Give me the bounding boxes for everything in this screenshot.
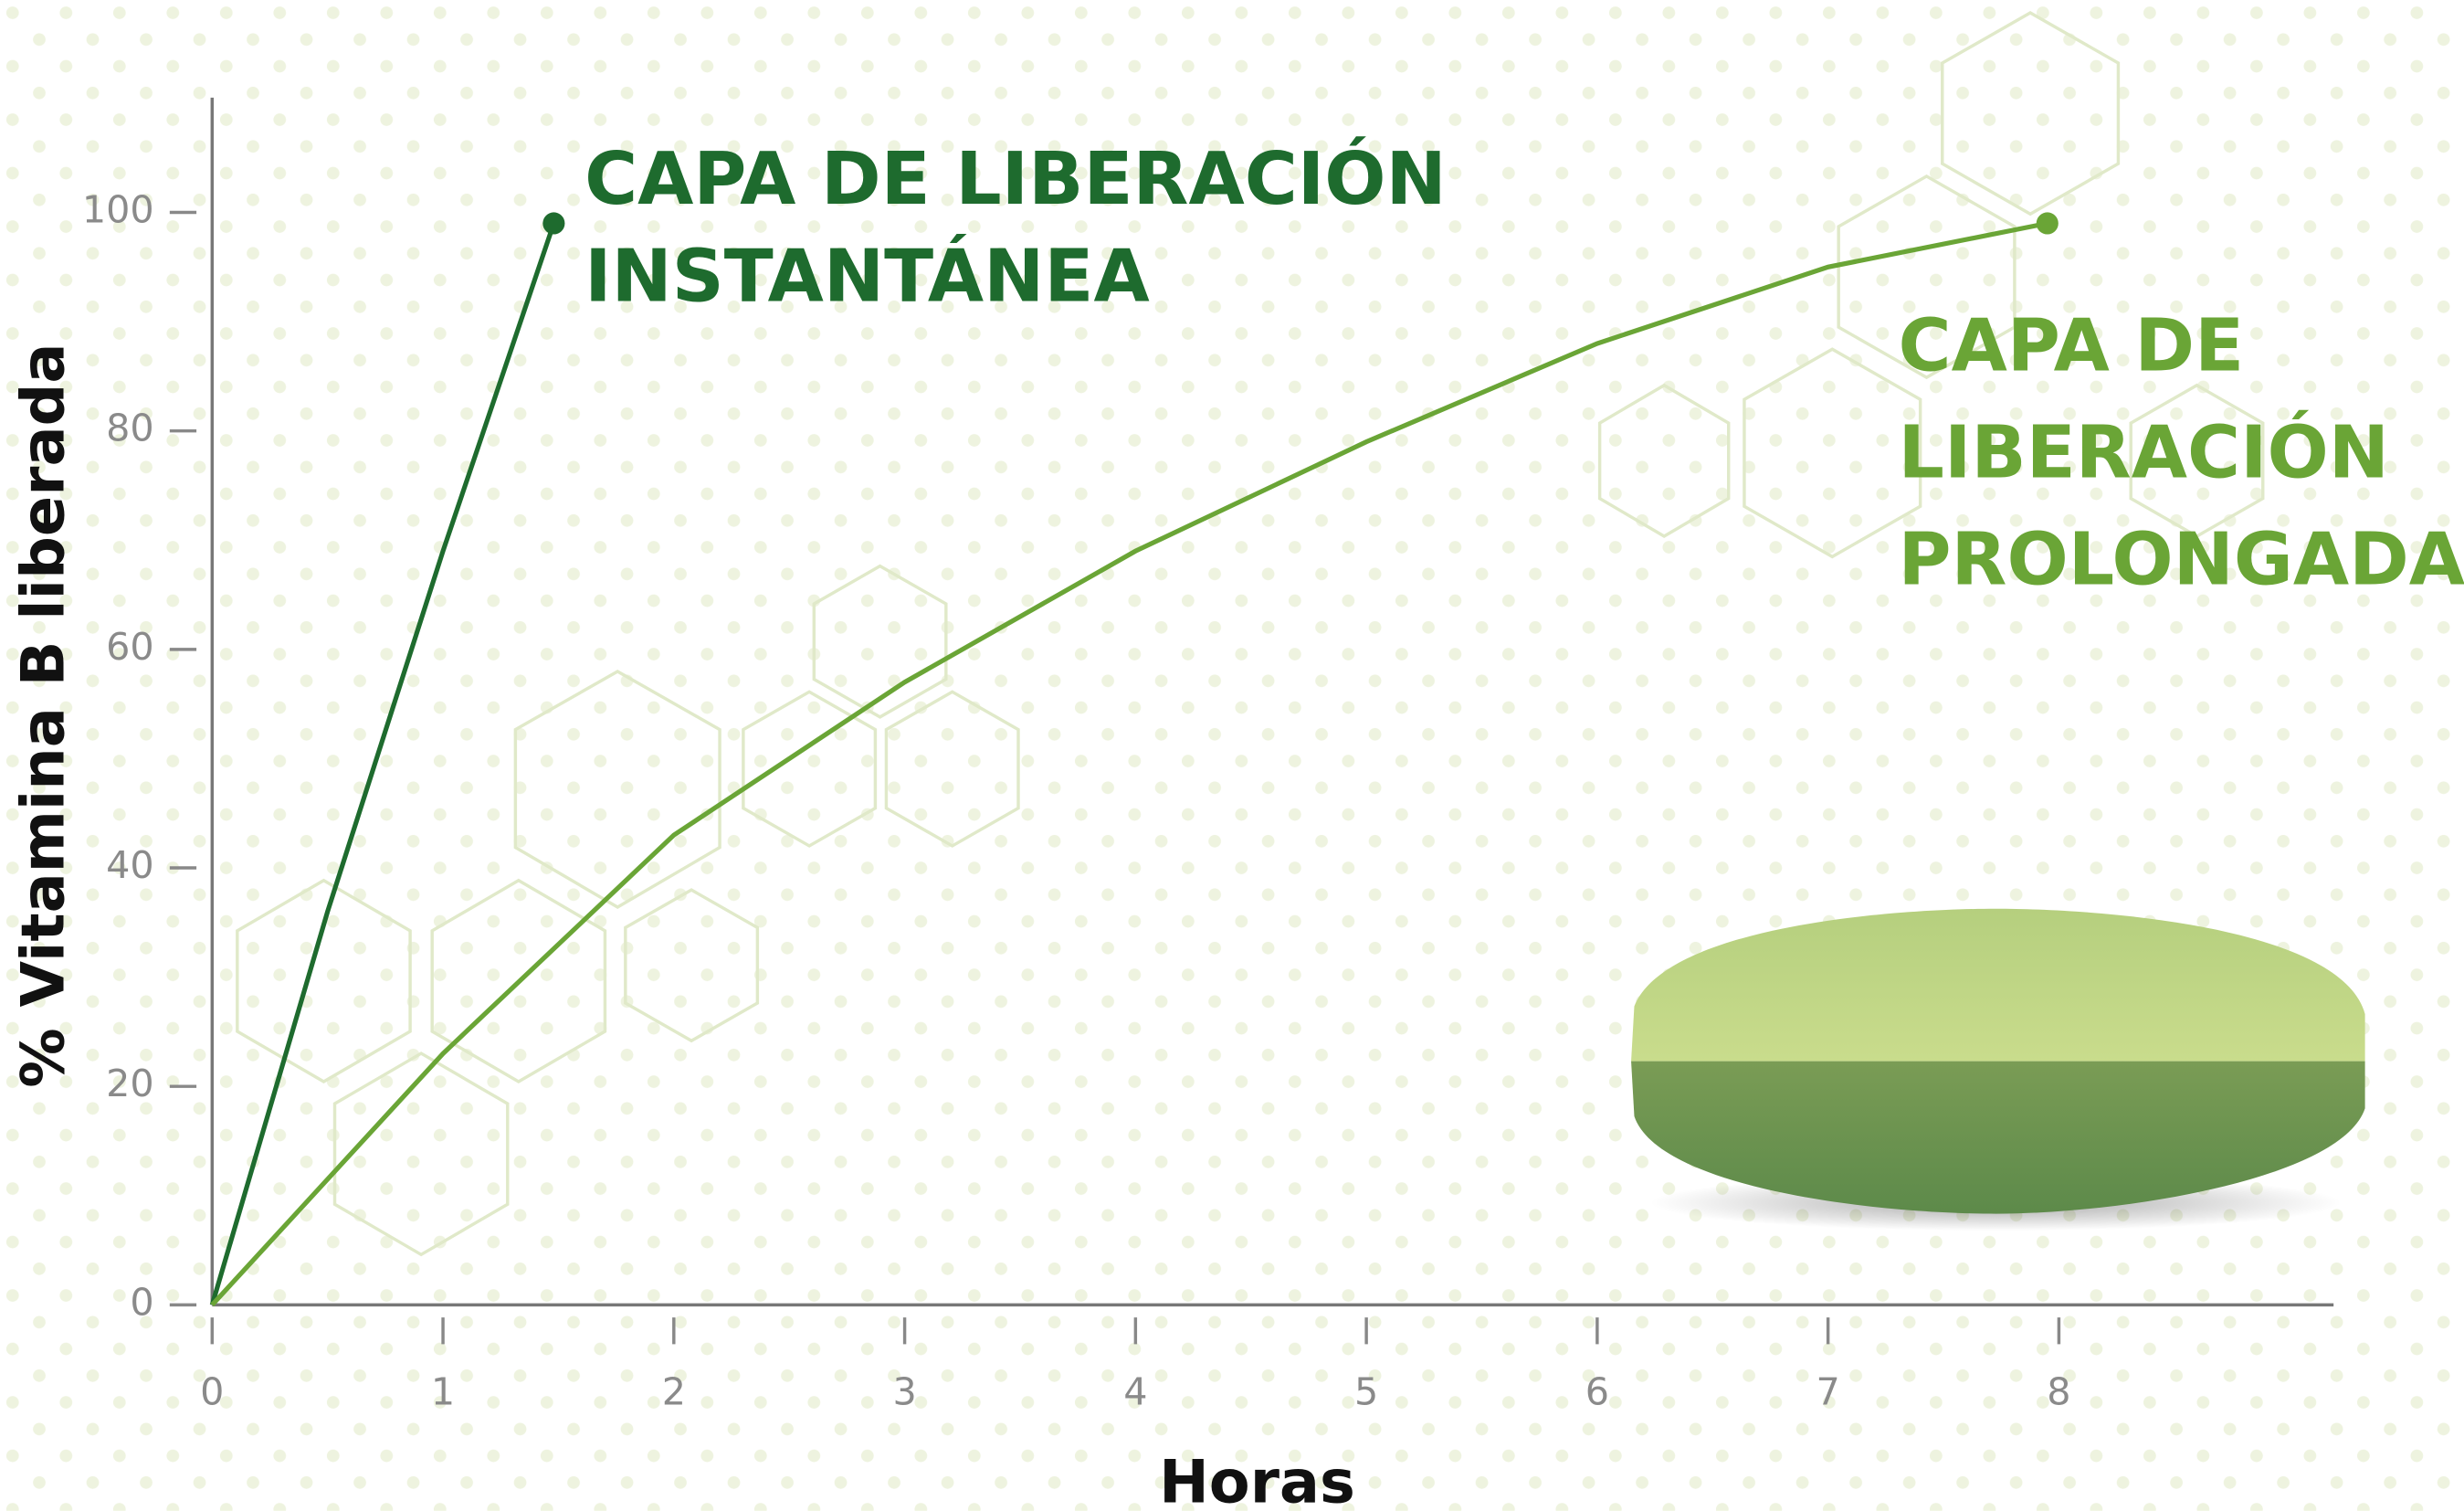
end-marker [542,212,565,235]
annotation: CAPA DE LIBERACIÓN [584,137,1447,221]
x-tick-label: 3 [892,1369,916,1413]
hexagons [236,11,2265,1257]
x-tick-label: 1 [431,1369,455,1413]
end-marker [2036,212,2059,235]
x-tick-label: 4 [1123,1369,1147,1413]
x-tick-label: 6 [1585,1369,1609,1413]
y-tick-label: 80 [106,407,154,450]
y-tick-label: 100 [82,188,154,232]
pill [1631,908,2365,1231]
annotation: INSTANTÁNEA [584,235,1150,319]
y-axis-title: % Vitamina B liberada [9,343,79,1087]
line [209,222,556,1306]
annotation: LIBERACIÓN [1899,410,2389,494]
y-tick-label: 20 [106,1062,154,1105]
x-tick-label: 0 [200,1369,224,1413]
annotation: CAPA DE [1899,303,2245,387]
y-tick-label: 40 [106,843,154,887]
y-tick-label: 60 [106,625,154,669]
line [210,220,2048,1307]
x-tick-label: 2 [662,1369,686,1413]
y-tick-label: 0 [130,1280,153,1324]
annotation: PROLONGADA [1899,517,2464,601]
x-tick-label: 7 [1816,1369,1840,1413]
x-tick-label: 5 [1354,1369,1378,1413]
x-tick-label: 8 [2047,1369,2070,1413]
x-axis-title: Horas [1159,1447,1355,1511]
